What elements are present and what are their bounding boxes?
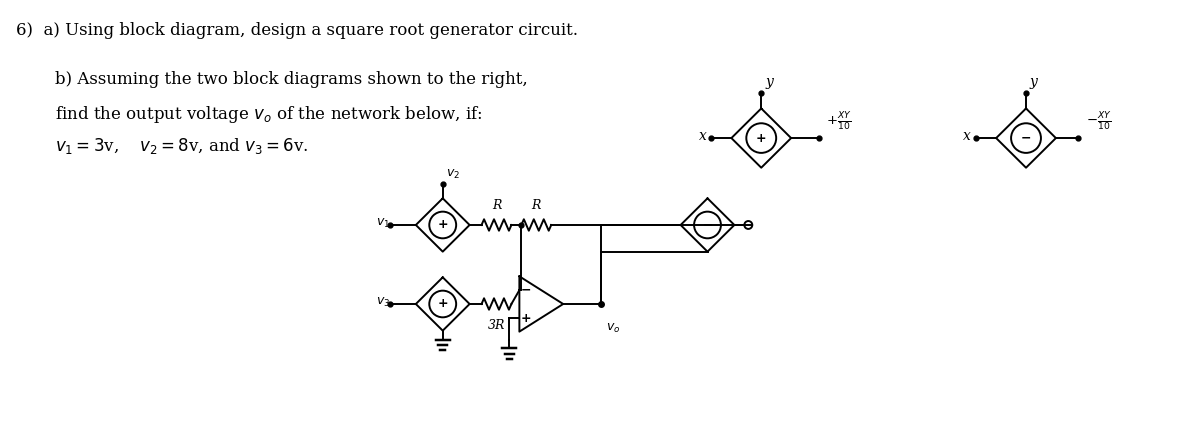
Text: $v_2$: $v_2$ [445, 168, 460, 181]
Text: b) Assuming the two block diagrams shown to the right,: b) Assuming the two block diagrams shown… [54, 71, 527, 88]
Text: x: x [964, 129, 971, 143]
Text: −: − [521, 283, 532, 296]
Text: find the output voltage $v_o$ of the network below, if:: find the output voltage $v_o$ of the net… [54, 104, 482, 125]
Text: $v_o$: $v_o$ [606, 322, 620, 335]
Text: 3R: 3R [487, 319, 505, 332]
Text: R: R [492, 199, 502, 212]
Text: $-\frac{XY}{10}$: $-\frac{XY}{10}$ [1086, 111, 1111, 133]
Text: $v_1 = 3$v,    $v_2 = 8$v, and $v_3 = 6$v.: $v_1 = 3$v, $v_2 = 8$v, and $v_3 = 6$v. [54, 136, 308, 156]
Text: +: + [438, 298, 448, 311]
Text: +: + [756, 131, 767, 144]
Text: y: y [766, 75, 773, 89]
Text: 6)  a) Using block diagram, design a square root generator circuit.: 6) a) Using block diagram, design a squa… [16, 21, 577, 38]
Text: $v_1$: $v_1$ [376, 216, 390, 230]
Text: $+\frac{XY}{10}$: $+\frac{XY}{10}$ [826, 111, 852, 133]
Text: y: y [1030, 75, 1038, 89]
Text: −: − [1021, 131, 1031, 144]
Text: $v_3$: $v_3$ [376, 295, 390, 308]
Text: +: + [438, 219, 448, 232]
Text: +: + [521, 312, 532, 325]
Text: x: x [698, 129, 707, 143]
Text: −: − [702, 219, 713, 232]
Text: R: R [532, 199, 541, 212]
